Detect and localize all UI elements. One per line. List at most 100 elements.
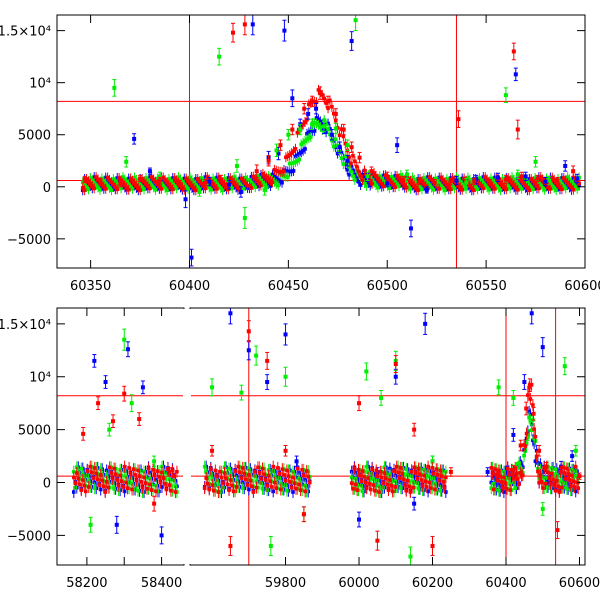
bottom-cloud-point — [247, 487, 251, 492]
bottom-data-point — [524, 406, 529, 411]
top-cloud-point — [203, 186, 208, 191]
top-cloud-point — [307, 136, 311, 140]
top-cloud-point — [153, 187, 158, 192]
bottom-y-tick-label: 5000 — [18, 424, 51, 439]
top-cloud-point — [479, 178, 484, 183]
bottom-cloud-point — [561, 465, 565, 470]
bottom-cloud-point — [532, 436, 536, 441]
top-cloud-point — [577, 175, 581, 180]
top-cloud-point — [130, 179, 135, 183]
bottom-cloud-point — [79, 488, 84, 492]
top-cloud-point — [305, 132, 309, 136]
top-cloud-point — [238, 182, 242, 186]
top-cloud-point — [527, 182, 532, 187]
bottom-cloud-point — [502, 490, 506, 494]
bottom-cloud-point — [528, 397, 533, 401]
bottom-cloud-point — [115, 478, 119, 482]
top-cloud-point — [381, 179, 386, 183]
top-data-point — [157, 178, 162, 183]
top-cloud-point — [295, 153, 300, 158]
bottom-data-point — [570, 454, 575, 459]
top-cloud-point — [147, 175, 152, 179]
bottom-cloud-point — [158, 480, 163, 485]
bottom-data-point — [412, 501, 417, 506]
bottom-data-point — [511, 467, 516, 472]
top-cloud-point — [192, 186, 196, 190]
top-cloud-point — [82, 182, 87, 187]
top-cloud-point — [521, 181, 526, 185]
bottom-cloud-point — [175, 469, 179, 474]
top-cloud-point — [550, 175, 555, 180]
top-cloud-point — [514, 185, 518, 190]
top-data-point — [147, 169, 152, 174]
bottom-cloud-point — [92, 466, 97, 470]
bottom-cloud-point — [250, 484, 254, 489]
bottom-cloud-point — [139, 480, 143, 484]
bottom-cloud-point — [110, 476, 115, 481]
top-cloud-point — [353, 178, 357, 182]
bottom-cloud-point — [103, 490, 107, 494]
top-cloud-point — [477, 176, 482, 180]
top-cloud-point — [209, 187, 213, 192]
top-cloud-point — [533, 181, 537, 186]
top-cloud-point — [468, 178, 472, 182]
top-cloud-point — [519, 187, 524, 191]
top-cloud-point — [569, 179, 574, 184]
bottom-cloud-point — [553, 467, 558, 471]
bottom-cloud-point — [82, 483, 87, 488]
top-cloud-point — [249, 180, 254, 185]
top-cloud-point — [138, 182, 143, 187]
top-cloud-point — [211, 182, 215, 186]
top-data-point — [124, 159, 129, 164]
bottom-x-tick-label: 59800 — [265, 576, 306, 591]
top-cloud-point — [94, 175, 98, 179]
top-cloud-point — [360, 178, 365, 182]
bottom-cloud-point — [422, 473, 426, 478]
bottom-cloud-point — [426, 489, 430, 494]
top-data-point — [219, 177, 224, 182]
bottom-cloud-point — [537, 480, 541, 485]
bottom-y-tick-label: 0 — [43, 477, 51, 492]
bottom-cloud-point — [112, 466, 116, 471]
top-cloud-point — [435, 184, 440, 189]
bottom-cloud-point — [518, 470, 523, 475]
top-cloud-point — [182, 187, 187, 192]
bottom-left-frame — [56, 307, 185, 566]
bottom-cloud-point — [399, 466, 403, 470]
top-cloud-point — [284, 155, 288, 160]
top-cloud-point — [303, 147, 307, 151]
top-cloud-point — [291, 149, 296, 153]
top-data-point — [513, 72, 518, 77]
top-cloud-point — [477, 181, 482, 186]
top-cloud-point — [429, 177, 434, 182]
bottom-cloud-point — [573, 489, 578, 494]
top-cloud-point — [266, 177, 271, 182]
bottom-cloud-point — [208, 467, 213, 471]
bottom-data-point — [540, 345, 545, 350]
bottom-cloud-point — [240, 466, 245, 470]
bottom-cloud-point — [128, 471, 133, 476]
top-cloud-point — [328, 98, 332, 103]
bottom-cloud-point — [427, 480, 432, 485]
top-cloud-point — [117, 184, 121, 188]
bottom-cloud-point — [268, 479, 272, 484]
bottom-cloud-point — [353, 482, 358, 487]
top-cloud-point — [381, 173, 386, 178]
top-cloud-point — [142, 179, 146, 184]
bottom-cloud-point — [137, 474, 142, 478]
bottom-cloud-point — [146, 466, 151, 471]
top-cloud-point — [358, 183, 363, 187]
top-cloud-point — [105, 175, 110, 180]
bottom-cloud-point — [253, 469, 257, 474]
bottom-cloud-point — [303, 489, 307, 494]
top-cloud-point — [117, 176, 121, 180]
bottom-cloud-point — [272, 480, 277, 485]
top-cloud-point — [149, 183, 154, 187]
bottom-data-point — [122, 391, 127, 396]
top-cloud-point — [544, 176, 549, 181]
top-cloud-point — [408, 179, 413, 183]
top-cloud-point — [324, 122, 328, 127]
top-data-point — [234, 163, 239, 168]
top-cloud-point — [88, 181, 93, 186]
top-data-point — [242, 22, 247, 27]
